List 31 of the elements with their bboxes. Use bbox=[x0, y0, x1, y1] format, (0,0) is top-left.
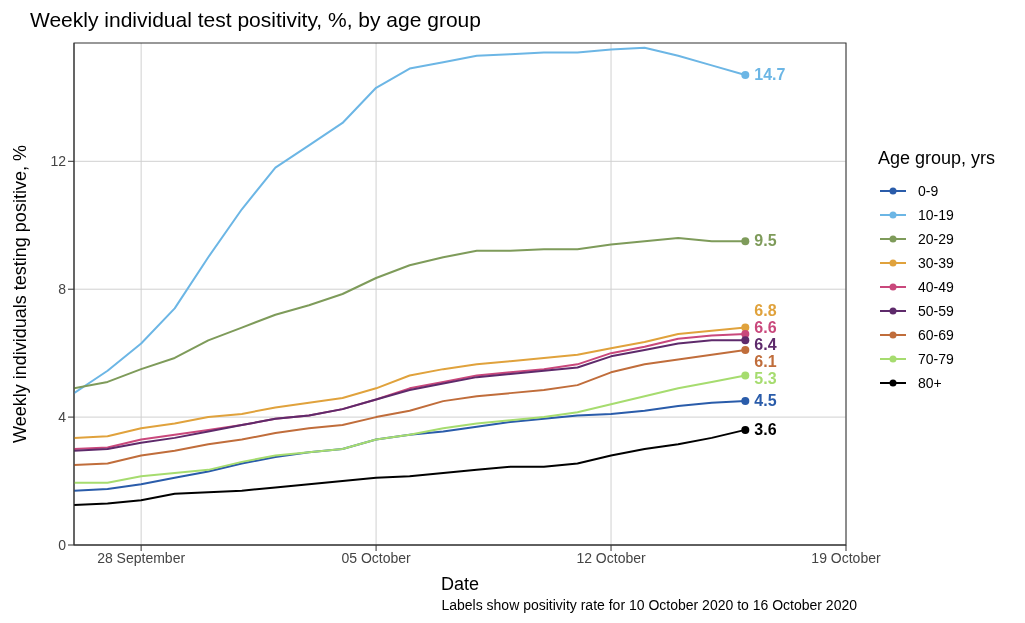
legend-label: 30-39 bbox=[918, 255, 954, 271]
x-axis-title: Date bbox=[440, 574, 480, 594]
x-tick-label: 12 October bbox=[576, 549, 647, 566]
data-label: 14.7 bbox=[754, 65, 786, 83]
x-tick-label: 19 October bbox=[811, 549, 881, 566]
y-tick-label: 8 bbox=[58, 281, 67, 298]
legend-label: 50-59 bbox=[918, 303, 954, 319]
y-axis-title: Weekly individuals testing positive, % bbox=[10, 145, 31, 443]
data-label: 6.6 bbox=[754, 319, 777, 337]
data-label: 3.6 bbox=[754, 420, 777, 438]
x-tick-label: 05 October bbox=[341, 549, 412, 566]
data-label: 9.5 bbox=[754, 232, 777, 250]
legend-label: 0-9 bbox=[918, 183, 939, 199]
legend-title: Age group, yrs bbox=[878, 148, 996, 169]
y-tick-label: 0 bbox=[58, 536, 67, 553]
legend-label: 40-49 bbox=[918, 279, 954, 295]
y-tick-label: 12 bbox=[50, 153, 67, 170]
chart-title: Weekly individual test positivity, %, by age group bbox=[30, 8, 481, 32]
legend-label: 20-29 bbox=[918, 231, 954, 247]
data-label: 6.4 bbox=[754, 336, 777, 354]
legend-label: 10-19 bbox=[918, 207, 954, 223]
legend-label: 60-69 bbox=[918, 327, 954, 343]
data-label: 4.5 bbox=[754, 392, 777, 410]
data-label: 6.8 bbox=[754, 302, 777, 320]
y-tick-label: 4 bbox=[58, 409, 67, 426]
legend-label: 80+ bbox=[918, 375, 942, 391]
data-label: 5.3 bbox=[754, 370, 777, 388]
data-label: 6.1 bbox=[754, 353, 777, 371]
x-tick-label: 28 September bbox=[97, 549, 186, 566]
text: Labels show positivity rate for 10 October 2020 to 16 October 2020 bbox=[441, 597, 857, 613]
legend-label: 70-79 bbox=[918, 351, 954, 367]
